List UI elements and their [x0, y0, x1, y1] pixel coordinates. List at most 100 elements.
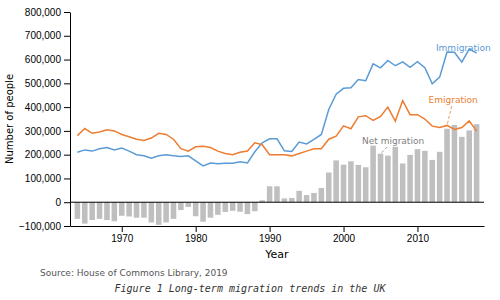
bar	[222, 202, 228, 212]
bar	[215, 202, 221, 215]
annotation-text: Immigration	[436, 43, 491, 53]
annotation-line	[447, 106, 452, 125]
bar	[252, 202, 258, 211]
bar	[407, 155, 413, 202]
bar	[400, 163, 406, 202]
zero-line	[70, 202, 484, 203]
x-tick: 2010	[407, 226, 430, 244]
bar	[163, 202, 169, 222]
bar	[452, 125, 458, 202]
bar	[304, 195, 310, 202]
y-tick-label: 200,000	[25, 149, 62, 160]
y-axis: −100,000 0 100,000 200,000 300,000 400,000 500…	[19, 7, 71, 232]
y-tick-label: 800,000	[25, 7, 62, 18]
data-marks	[70, 49, 484, 225]
y-tick-mark	[64, 178, 70, 179]
y-tick: 700,000	[25, 30, 70, 41]
bar	[363, 167, 369, 202]
x-tick-mark	[196, 226, 197, 232]
bar	[156, 202, 162, 225]
bar	[186, 202, 192, 207]
x-axis: 1970 1980 1990 2000 2010	[71, 226, 485, 244]
bar	[466, 130, 472, 202]
x-tick-label: 2000	[333, 233, 356, 244]
line	[77, 101, 476, 156]
annotation-line	[381, 147, 388, 154]
x-tick-label: 1980	[185, 233, 208, 244]
y-tick-label: 400,000	[25, 102, 62, 113]
bar	[341, 165, 347, 203]
line	[77, 49, 476, 166]
bar	[378, 154, 384, 203]
x-tick: 1970	[111, 226, 134, 244]
y-tick-mark	[64, 12, 70, 13]
bar	[208, 202, 214, 217]
bar	[319, 188, 325, 202]
bar	[149, 202, 155, 222]
x-tick-mark	[417, 226, 418, 232]
bar	[422, 151, 428, 202]
annotation-text: Emigration	[429, 95, 478, 105]
x-tick-mark	[122, 226, 123, 232]
y-tick: 600,000	[25, 54, 70, 65]
y-tick: 500,000	[25, 78, 70, 89]
bar	[112, 202, 118, 221]
bar	[415, 149, 421, 202]
annotations: Immigration Emigration Net migration	[362, 43, 491, 154]
x-axis-line	[71, 226, 485, 227]
bar	[200, 202, 206, 221]
x-tick-label: 1970	[111, 233, 134, 244]
bar	[289, 198, 295, 202]
x-tick: 1990	[259, 226, 282, 244]
bar	[126, 202, 132, 216]
y-tick-label: −100,000	[19, 221, 61, 232]
x-tick: 2000	[333, 226, 356, 244]
bar	[311, 193, 317, 202]
bar	[326, 173, 332, 203]
bar	[474, 124, 480, 202]
bar	[97, 202, 103, 219]
bar	[267, 186, 273, 202]
title: Figure 1 Long-term migration trends in t…	[115, 283, 387, 294]
bar	[274, 186, 280, 202]
bar	[437, 152, 443, 202]
plot-area: 1970 1980 1990 2000 2010 −100,000 0 100,000 200,…	[19, 7, 491, 244]
bar	[429, 160, 435, 202]
bar	[356, 165, 362, 202]
x-tick-label: 2010	[407, 233, 430, 244]
bar	[141, 202, 147, 217]
y-tick-label: 700,000	[25, 30, 62, 41]
y-tick: 200,000	[25, 149, 70, 160]
bar	[385, 156, 391, 203]
bar	[282, 198, 288, 202]
y-tick-label: 600,000	[25, 54, 62, 65]
annotation-text: Net migration	[362, 136, 424, 146]
y-tick-label: 500,000	[25, 78, 62, 89]
y-tick: 300,000	[25, 126, 70, 137]
bar	[171, 202, 177, 219]
x-tick-mark	[344, 226, 345, 232]
bar	[230, 202, 236, 211]
bar	[444, 129, 450, 202]
bar	[119, 202, 125, 216]
x-tick-mark	[270, 226, 271, 232]
bar	[333, 160, 339, 202]
y-tick-mark	[64, 226, 70, 227]
chart: 1970 1980 1990 2000 2010 −100,000 0 100,000 200,…	[0, 0, 500, 300]
bar	[348, 161, 354, 202]
y-tick: 800,000	[25, 7, 70, 18]
x-tick-label: 1990	[259, 233, 282, 244]
y-tick-mark	[64, 36, 70, 37]
bar	[393, 147, 399, 202]
bar	[75, 202, 81, 219]
bar	[370, 146, 376, 203]
y-axis-line	[70, 13, 71, 227]
bar	[459, 137, 465, 202]
y-tick-mark	[64, 107, 70, 108]
bar	[89, 202, 95, 220]
x-tick: 1980	[185, 226, 208, 244]
x-axis-title: Year	[264, 248, 289, 261]
y-tick-label: 0	[55, 197, 61, 208]
y-tick: 100,000	[25, 173, 70, 184]
bar	[82, 202, 88, 223]
